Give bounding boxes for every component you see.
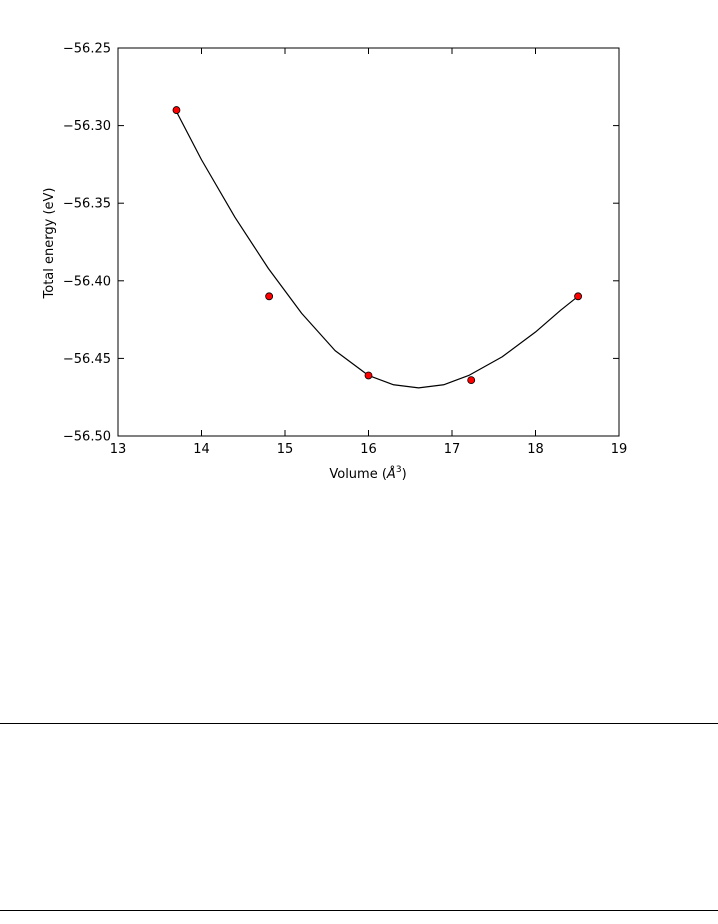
- x-axis-label-suffix: ): [402, 467, 407, 482]
- x-tick-label: 15: [277, 442, 294, 457]
- data-point: [364, 371, 373, 380]
- x-tick-label: 13: [110, 442, 127, 457]
- x-axis-label: Volume (Å3): [329, 465, 406, 482]
- x-axis-label-unit: Å: [386, 466, 396, 482]
- plot-area: 13 14 15 16 17 18 19 −56.25 −56.30 −56.35 −56.40 −5…: [63, 42, 627, 458]
- x-axis-label-exp: 3: [396, 465, 402, 475]
- x-tick-label: 18: [527, 442, 544, 457]
- x-tick-label: 19: [611, 442, 628, 457]
- data-point: [574, 292, 582, 301]
- x-axis-label-prefix: Volume (: [329, 467, 387, 482]
- divider-line: [0, 723, 718, 724]
- y-tick-label: −56.40: [63, 274, 111, 289]
- divider-line: [0, 910, 718, 911]
- fit-curve-line: [175, 111, 579, 389]
- y-tick-label: −56.30: [63, 119, 111, 134]
- x-tick-label: 14: [193, 442, 210, 457]
- data-point: [172, 106, 181, 114]
- y-tick-label: −56.50: [63, 430, 111, 445]
- y-tick-label: −56.35: [63, 197, 111, 212]
- y-tick-label: −56.45: [63, 352, 111, 367]
- y-axis-label: Total energy (eV): [42, 188, 57, 300]
- y-tick-label: −56.25: [63, 42, 111, 57]
- data-point: [265, 292, 274, 301]
- x-tick-label: 16: [360, 442, 377, 457]
- data-point: [467, 376, 476, 385]
- x-tick-label: 17: [444, 442, 461, 457]
